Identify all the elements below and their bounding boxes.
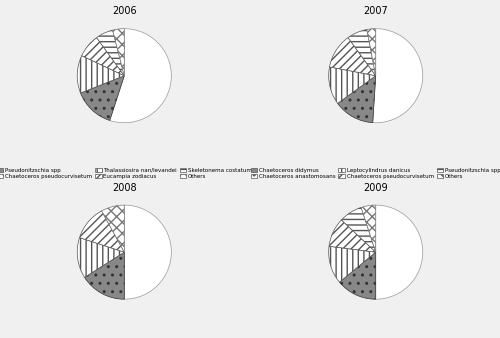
Wedge shape (342, 208, 376, 252)
Wedge shape (361, 205, 376, 252)
Wedge shape (328, 246, 376, 282)
Wedge shape (110, 29, 172, 123)
Wedge shape (367, 29, 376, 76)
Legend: Pseudonitzschia spp, Chaetoceros pseudocurvisetum, Thalassiosira nan/levandei, E: Pseudonitzschia spp, Chaetoceros pseudoc… (0, 166, 254, 181)
Wedge shape (348, 29, 376, 76)
Wedge shape (328, 67, 376, 103)
Legend: Chaetoceros didymus, Chaetoceros anastomosans, Leptocylindrus danicus, Chaetocer: Chaetoceros didymus, Chaetoceros anastom… (248, 166, 500, 181)
Title: 2009: 2009 (364, 183, 388, 193)
Title: 2008: 2008 (112, 183, 136, 193)
Wedge shape (96, 30, 124, 76)
Wedge shape (376, 205, 423, 299)
Wedge shape (77, 238, 124, 277)
Wedge shape (77, 56, 124, 93)
Wedge shape (124, 205, 172, 299)
Wedge shape (80, 211, 124, 252)
Wedge shape (338, 76, 376, 123)
Wedge shape (84, 252, 124, 299)
Wedge shape (329, 220, 376, 252)
Wedge shape (330, 38, 376, 76)
Wedge shape (82, 38, 124, 76)
Wedge shape (112, 29, 124, 76)
Wedge shape (340, 252, 376, 299)
Wedge shape (80, 76, 124, 120)
Wedge shape (102, 205, 124, 252)
Wedge shape (373, 29, 423, 123)
Title: 2006: 2006 (112, 6, 136, 16)
Title: 2007: 2007 (364, 6, 388, 16)
